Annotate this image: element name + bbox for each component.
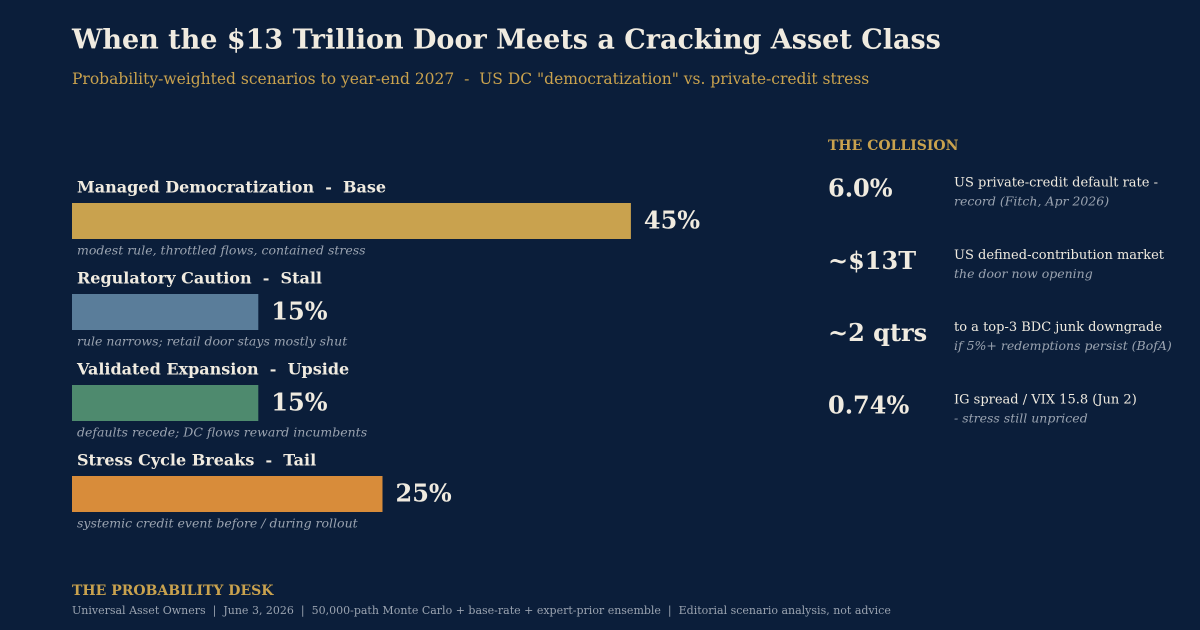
category-label: Validated Expansion - Upside — [76, 360, 349, 379]
chart-subtitle: Probability-weighted scenarios to year-e… — [72, 70, 869, 88]
bar — [72, 476, 383, 512]
value-label: 25% — [396, 479, 452, 508]
bar — [72, 385, 259, 421]
chart-title: When the $13 Trillion Door Meets a Crack… — [71, 25, 941, 56]
stat-note: the door now opening — [954, 266, 1093, 281]
value-label: 15% — [271, 297, 327, 326]
stat-value: ~2 qtrs — [828, 318, 927, 347]
description: systemic credit event before / during ro… — [77, 516, 359, 531]
stat-note: if 5%+ redemptions persist (BofA) — [954, 338, 1172, 353]
stat-value: 6.0% — [828, 174, 893, 203]
footer-brand: THE PROBABILITY DESK — [72, 583, 274, 599]
description: modest rule, throttled flows, contained … — [77, 243, 366, 258]
stat-value: ~$13T — [828, 246, 916, 275]
stat-label: US defined-contribution market — [954, 248, 1165, 263]
stat-note: record (Fitch, Apr 2026) — [954, 194, 1109, 209]
stat-note: - stress still unpriced — [954, 410, 1088, 425]
stat-label: US private-credit default rate - — [954, 176, 1158, 191]
value-label: 45% — [644, 206, 700, 235]
footer-text: Universal Asset Owners | June 3, 2026 | … — [72, 604, 891, 618]
value-label: 15% — [271, 388, 327, 417]
category-label: Managed Democratization - Base — [77, 178, 386, 197]
stat-label: IG spread / VIX 15.8 (Jun 2) — [954, 392, 1137, 407]
panel-heading: THE COLLISION — [828, 138, 959, 154]
category-label: Regulatory Caution - Stall — [77, 269, 322, 288]
stat-value: 0.74% — [828, 390, 909, 419]
description: rule narrows; retail door stays mostly s… — [77, 334, 348, 349]
description: defaults recede; DC flows reward incumbe… — [77, 425, 367, 440]
category-label: Stress Cycle Breaks - Tail — [77, 451, 316, 470]
stat-label: to a top-3 BDC junk downgrade — [954, 320, 1162, 335]
bar — [72, 294, 259, 330]
bar — [72, 203, 631, 239]
